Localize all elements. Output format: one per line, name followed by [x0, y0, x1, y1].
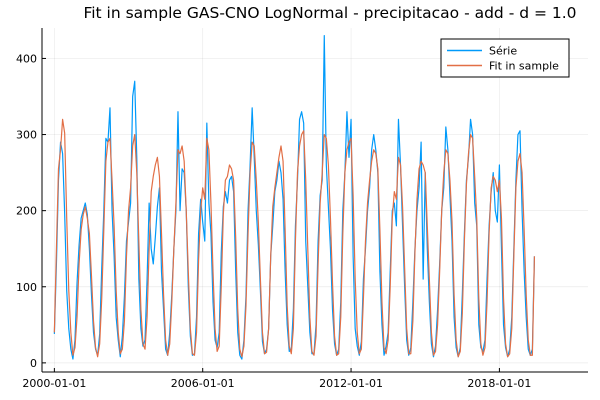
axes: 0 100 200 300 400 2000-01-01 2006-01-01 2012-01…: [16, 28, 588, 390]
x-tick-label: 2000-01-01: [22, 377, 86, 390]
legend-label-serie: Série: [489, 45, 517, 58]
y-tick-label: 0: [30, 357, 37, 370]
y-tick-label: 100: [16, 281, 37, 294]
series-line-fit-in-sample: [53, 118, 536, 358]
y-tick-label: 300: [16, 129, 37, 142]
legend: Série Fit in sample: [440, 38, 570, 78]
y-tick-label: 200: [16, 205, 37, 218]
chart-title: Fit in sample GAS-CNO LogNormal - precip…: [83, 4, 576, 22]
series-layer: [53, 35, 536, 360]
grid: [42, 28, 588, 372]
x-tick-label: 2012-01-01: [319, 377, 383, 390]
y-tick-label: 400: [16, 52, 37, 65]
legend-label-fit: Fit in sample: [489, 60, 559, 73]
x-tick-label: 2018-01-01: [467, 377, 531, 390]
legend-box: [440, 38, 570, 78]
x-tick-label: 2006-01-01: [171, 377, 235, 390]
